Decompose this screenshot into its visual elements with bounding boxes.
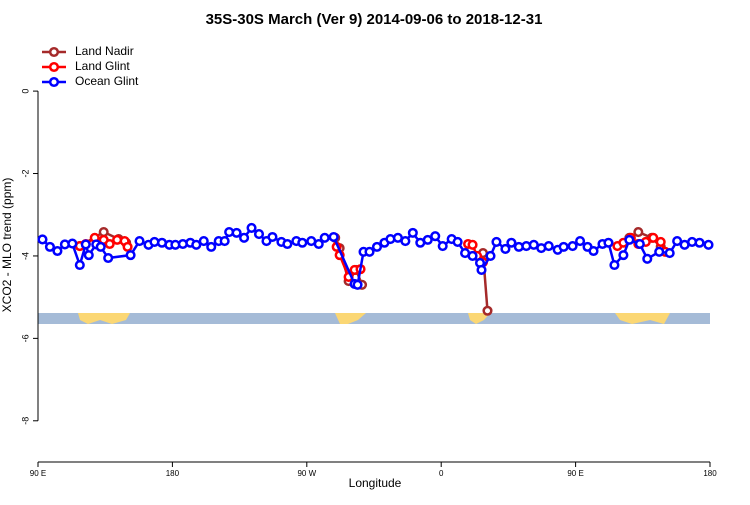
point	[655, 236, 666, 247]
point	[352, 279, 363, 290]
point	[603, 237, 614, 248]
x-tick-label: 180	[166, 469, 180, 478]
point	[407, 227, 418, 238]
y-tick-label: 0	[20, 89, 30, 94]
point	[485, 250, 496, 261]
point	[44, 241, 55, 252]
point	[371, 241, 383, 252]
point	[104, 238, 115, 250]
point	[282, 238, 293, 250]
point	[672, 236, 683, 247]
point	[476, 264, 487, 276]
point	[452, 236, 463, 247]
point	[437, 241, 448, 252]
point	[609, 259, 620, 271]
point	[543, 241, 554, 252]
point	[37, 234, 48, 245]
x-axis-label: Longitude	[349, 476, 402, 490]
point	[319, 232, 330, 243]
point	[231, 227, 242, 238]
point	[703, 239, 714, 250]
point	[588, 245, 599, 257]
point	[134, 236, 145, 247]
legend-label: Ocean Glint	[75, 74, 139, 88]
y-tick-label: -2	[20, 170, 30, 178]
point	[122, 241, 133, 252]
legend-marker	[48, 76, 60, 88]
point	[313, 238, 324, 250]
point	[633, 226, 644, 238]
point	[618, 250, 629, 261]
point	[694, 237, 705, 248]
point	[364, 246, 375, 257]
point	[98, 226, 109, 238]
x-tick-label: 90 E	[567, 469, 583, 478]
point	[297, 237, 308, 248]
point	[52, 245, 63, 257]
y-axis-label: XCO2 - MLO trend (ppm)	[0, 178, 14, 313]
point	[219, 236, 230, 247]
land-patch	[615, 313, 670, 324]
point	[267, 231, 278, 243]
land-patch	[468, 313, 490, 324]
point	[567, 241, 578, 252]
point	[654, 246, 665, 257]
point	[430, 231, 441, 242]
point	[67, 238, 78, 249]
point	[246, 222, 257, 233]
point	[634, 238, 645, 250]
legend-label: Land Glint	[75, 59, 130, 73]
point	[125, 250, 136, 261]
map-strip	[38, 313, 710, 324]
point	[558, 241, 569, 252]
point	[206, 241, 217, 252]
x-tick-label: 90 E	[30, 469, 46, 478]
point	[422, 234, 433, 245]
point	[328, 231, 339, 243]
x-tick-label: 0	[439, 469, 444, 478]
point	[467, 250, 478, 261]
ocean-strip	[38, 313, 710, 324]
chart-title: 35S-30S March (Ver 9) 2014-09-06 to 2018…	[206, 11, 543, 28]
point	[253, 229, 265, 240]
legend-marker	[48, 61, 60, 73]
point	[500, 243, 511, 254]
land-patch	[78, 313, 130, 324]
point	[95, 241, 106, 252]
legend-marker	[48, 46, 60, 58]
point	[642, 253, 653, 264]
series	[37, 222, 714, 290]
x-tick-label: 90 W	[297, 469, 316, 478]
y-tick-label: -8	[20, 417, 30, 425]
point	[467, 239, 478, 250]
legend-label: Land Nadir	[75, 44, 134, 58]
point	[239, 232, 250, 243]
y-tick-label: -4	[20, 252, 30, 260]
point	[198, 236, 209, 247]
point	[83, 250, 94, 261]
point	[506, 237, 517, 248]
point	[624, 234, 635, 245]
point	[491, 236, 502, 247]
land-patch	[335, 313, 366, 324]
point	[575, 236, 586, 247]
point	[482, 305, 493, 316]
point	[648, 232, 659, 243]
point	[80, 239, 91, 250]
point	[400, 236, 411, 247]
point	[103, 252, 114, 264]
point	[664, 248, 675, 259]
x-tick-label: 180	[703, 469, 717, 478]
point	[191, 239, 202, 250]
point	[74, 259, 85, 271]
y-tick-label: -6	[20, 334, 30, 342]
